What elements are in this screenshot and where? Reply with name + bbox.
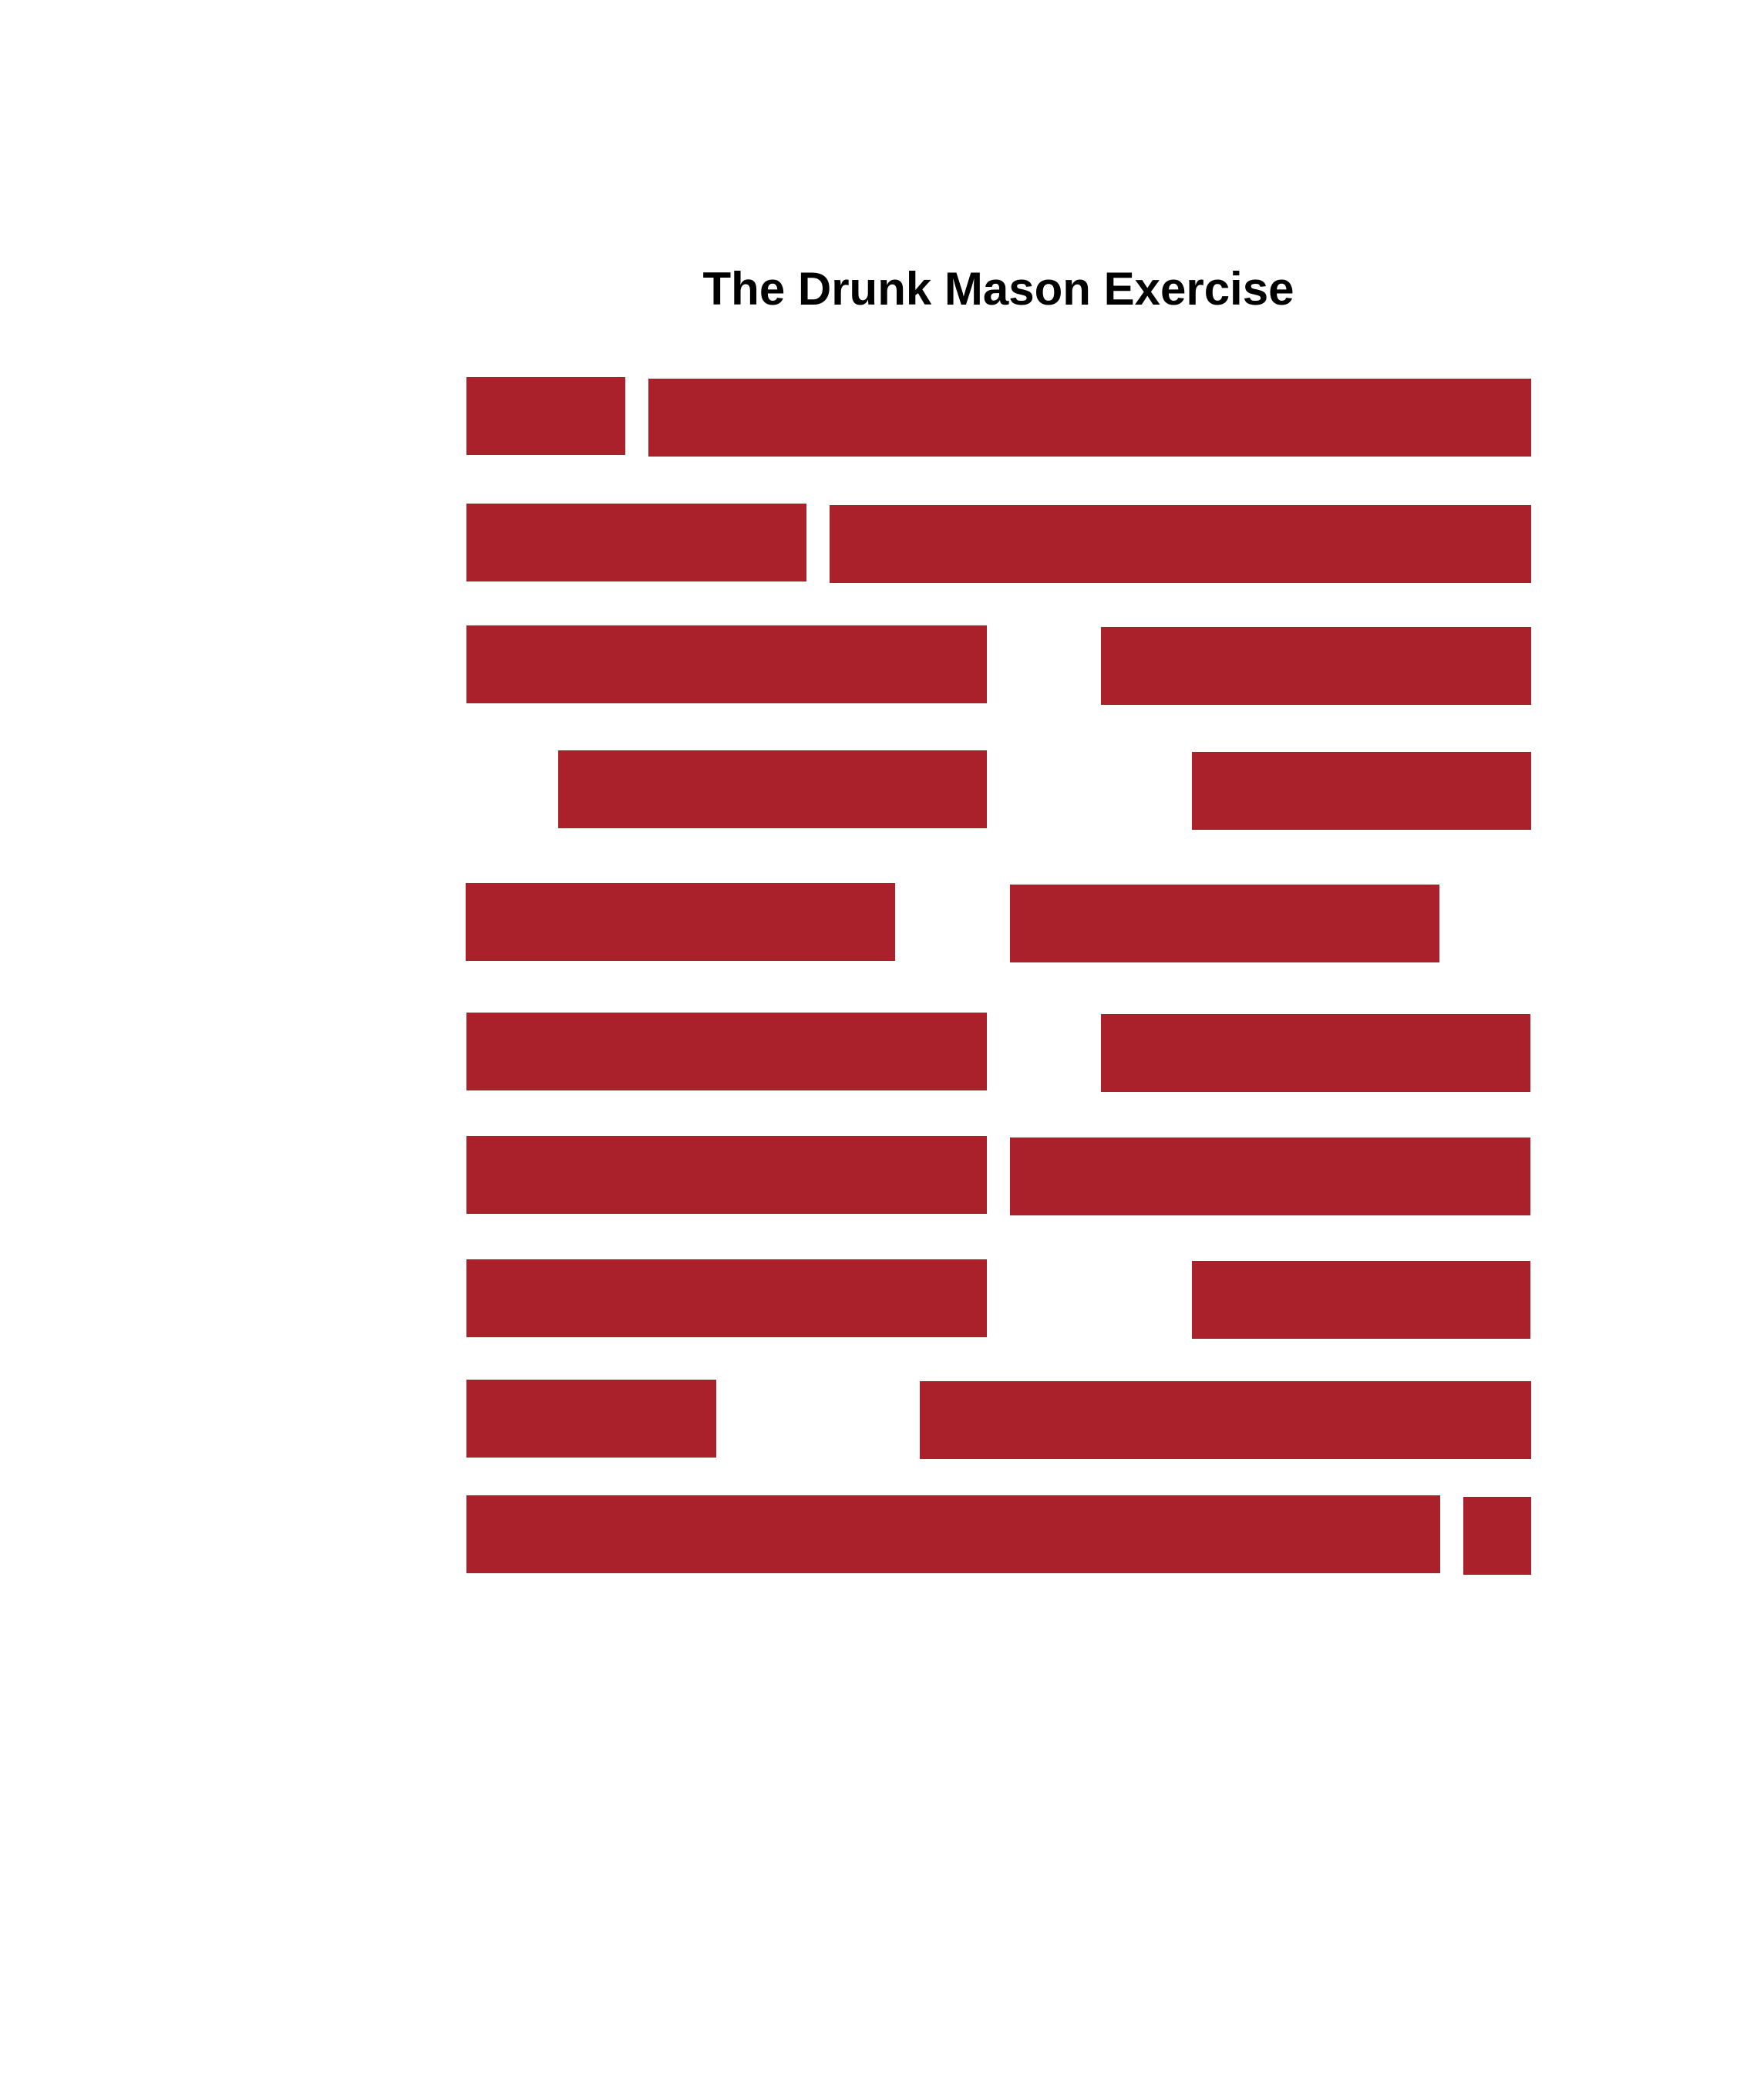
brick xyxy=(466,1136,987,1214)
brick xyxy=(920,1381,1531,1459)
brick xyxy=(466,377,625,455)
brick xyxy=(466,1495,1440,1573)
brick xyxy=(466,1013,987,1090)
brick xyxy=(1101,1014,1530,1092)
brick xyxy=(466,625,987,703)
brick xyxy=(466,883,895,961)
brick xyxy=(558,750,987,828)
brick xyxy=(466,1380,716,1458)
brick xyxy=(466,1259,987,1337)
brick xyxy=(1192,752,1531,830)
page-title: The Drunk Mason Exercise xyxy=(702,263,1294,315)
brick xyxy=(1010,1138,1530,1215)
brick xyxy=(648,379,1531,457)
brick xyxy=(466,504,806,581)
brick xyxy=(830,505,1531,583)
brick xyxy=(1101,627,1531,705)
brick xyxy=(1463,1497,1531,1575)
brick xyxy=(1010,885,1439,962)
brick xyxy=(1192,1261,1530,1339)
